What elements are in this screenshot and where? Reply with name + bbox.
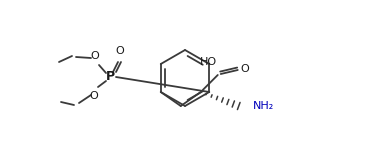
Text: NH₂: NH₂	[253, 101, 274, 111]
Text: HO: HO	[200, 57, 217, 67]
Text: O: O	[90, 91, 98, 101]
Text: O: O	[240, 64, 249, 74]
Text: O: O	[116, 46, 124, 56]
Text: P: P	[105, 70, 115, 84]
Text: O: O	[91, 51, 99, 61]
